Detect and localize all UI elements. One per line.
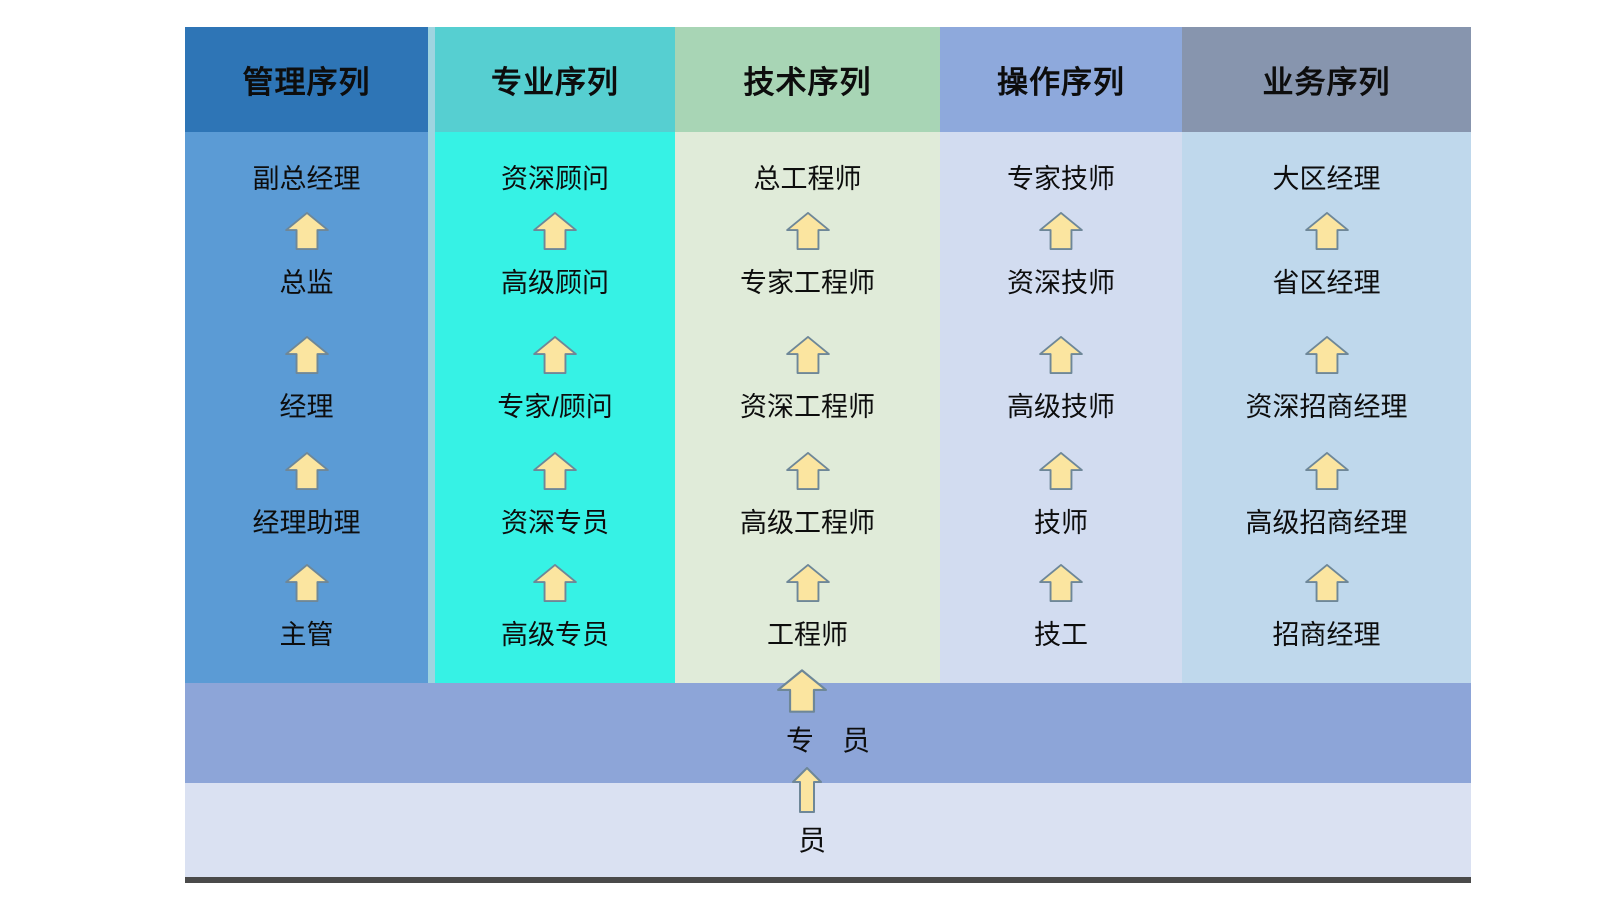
level-label: 资深招商经理 xyxy=(1245,392,1408,422)
level-label: 资深技师 xyxy=(1007,268,1115,298)
column-operation-sequence: 操作序列 专家技师 资深技师 高级技师 技师 技工 xyxy=(940,27,1182,683)
band-label-zhuanyuan: 专 员 xyxy=(785,725,871,756)
level-label: 总监 xyxy=(279,268,334,298)
level-label: 省区经理 xyxy=(1272,268,1381,298)
column-header: 操作序列 xyxy=(940,27,1182,132)
level-label: 专家工程师 xyxy=(740,268,875,298)
bottom-border-line xyxy=(185,877,1471,883)
up-arrow-icon xyxy=(785,336,830,374)
up-arrow-icon xyxy=(1039,336,1083,374)
up-arrow-icon xyxy=(792,767,822,813)
up-arrow-wrap xyxy=(792,767,822,818)
column-management-sequence: 管理序列 副总经理 总监 经理 经理助理 主管 xyxy=(185,27,428,683)
level-label: 大区经理 xyxy=(1272,164,1381,194)
column-header: 技术序列 xyxy=(675,27,940,132)
up-arrow-icon xyxy=(533,336,577,374)
column-header: 业务序列 xyxy=(1182,27,1471,132)
level-label: 经理助理 xyxy=(252,508,361,538)
level-label: 高级招商经理 xyxy=(1245,508,1408,538)
level-label: 工程师 xyxy=(767,620,848,650)
level-label: 高级技师 xyxy=(1007,392,1115,422)
level-label: 资深工程师 xyxy=(740,392,875,422)
base-band-yuan: 员 xyxy=(185,767,1471,877)
up-arrow-icon xyxy=(785,564,830,602)
base-band-zhuanyuan: 专 员 xyxy=(185,669,1471,783)
up-arrow-icon xyxy=(1304,452,1349,490)
level-label: 专家/顾问 xyxy=(497,392,613,422)
band-label-yuan: 员 xyxy=(797,825,827,856)
up-arrow-icon xyxy=(1039,212,1083,250)
up-arrow-icon xyxy=(533,564,577,602)
up-arrow-icon xyxy=(777,669,827,713)
up-arrow-icon xyxy=(284,212,329,250)
up-arrow-icon xyxy=(785,452,830,490)
up-arrow-icon xyxy=(1304,564,1349,602)
level-label: 资深顾问 xyxy=(501,164,609,194)
level-label: 资深专员 xyxy=(501,508,609,538)
up-arrow-icon xyxy=(785,212,830,250)
column-body: 大区经理 省区经理 资深招商经理 高级招商经理 招商经理 xyxy=(1182,132,1471,683)
up-arrow-icon xyxy=(284,336,329,374)
chart-area: 管理序列 副总经理 总监 经理 经理助理 主管 专业序列 资深顾问 xyxy=(185,27,1471,883)
column-body: 资深顾问 高级顾问 专家/顾问 资深专员 高级专员 xyxy=(435,132,675,683)
level-label: 高级工程师 xyxy=(740,508,875,538)
column-business-sequence: 业务序列 大区经理 省区经理 资深招商经理 高级招商经理 招商经理 xyxy=(1182,27,1471,683)
sequence-columns: 管理序列 副总经理 总监 经理 经理助理 主管 专业序列 资深顾问 xyxy=(185,27,1471,683)
up-arrow-icon xyxy=(1039,564,1083,602)
column-body: 专家技师 资深技师 高级技师 技师 技工 xyxy=(940,132,1182,683)
level-label: 技工 xyxy=(1034,620,1088,650)
up-arrow-icon xyxy=(1039,452,1083,490)
level-label: 技师 xyxy=(1034,508,1088,538)
level-label: 专家技师 xyxy=(1007,164,1115,194)
up-arrow-wrap xyxy=(777,668,827,719)
up-arrow-icon xyxy=(284,452,329,490)
column-body: 副总经理 总监 经理 经理助理 主管 xyxy=(185,132,428,683)
column-header: 专业序列 xyxy=(435,27,675,132)
up-arrow-icon xyxy=(533,452,577,490)
level-label: 高级顾问 xyxy=(501,268,609,298)
level-label: 招商经理 xyxy=(1272,620,1381,650)
level-label: 高级专员 xyxy=(501,620,609,650)
column-header: 管理序列 xyxy=(185,27,428,132)
up-arrow-icon xyxy=(1304,212,1349,250)
column-body: 总工程师 专家工程师 资深工程师 高级工程师 工程师 xyxy=(675,132,940,683)
up-arrow-icon xyxy=(284,564,329,602)
up-arrow-icon xyxy=(533,212,577,250)
column-technical-sequence: 技术序列 总工程师 专家工程师 资深工程师 高级工程师 工程师 xyxy=(675,27,940,683)
column-professional-sequence: 专业序列 资深顾问 高级顾问 专家/顾问 资深专员 高级专员 xyxy=(428,27,675,683)
level-label: 副总经理 xyxy=(252,164,361,194)
up-arrow-icon xyxy=(1304,336,1349,374)
level-label: 经理 xyxy=(279,392,334,422)
level-label: 总工程师 xyxy=(753,164,862,194)
level-label: 主管 xyxy=(279,620,334,650)
